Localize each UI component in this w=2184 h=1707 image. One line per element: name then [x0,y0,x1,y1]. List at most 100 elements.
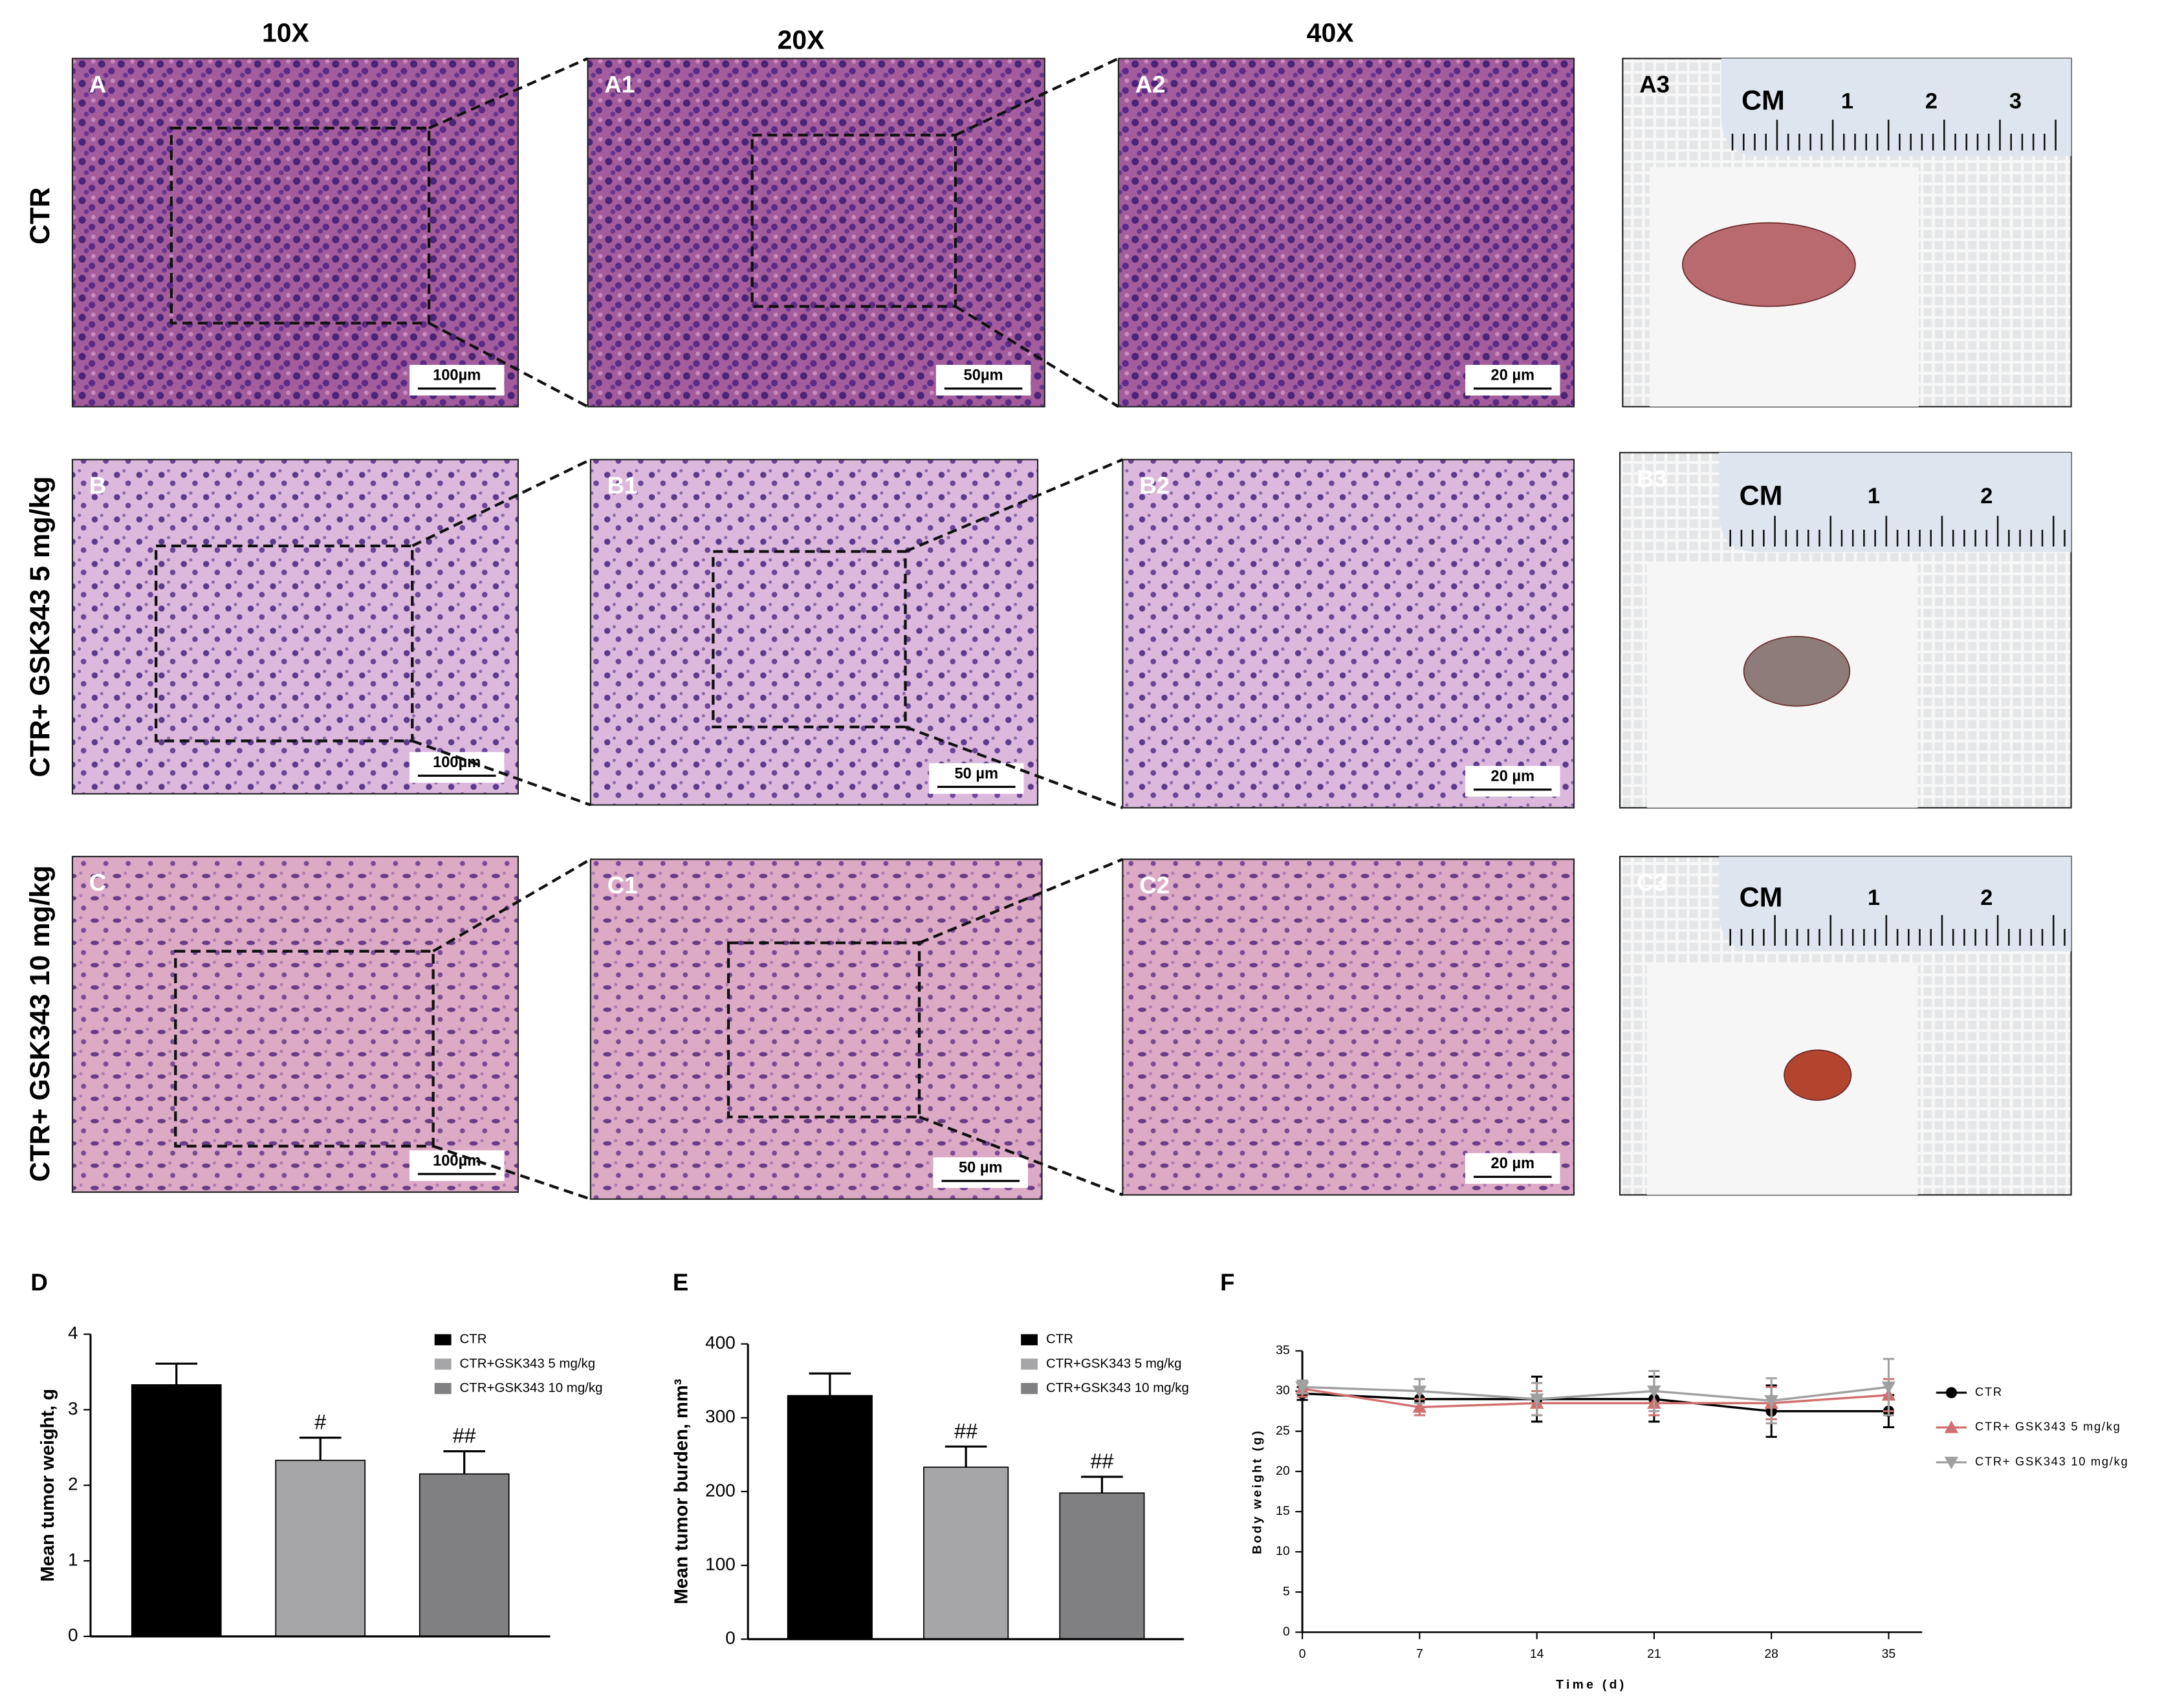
y-tick-label: 3 [68,1398,78,1419]
panel-label: A3 [1639,71,1670,98]
zoom-box [712,550,907,729]
ruler-label: 2 [1980,484,1993,508]
ruler [1719,452,2071,552]
micrograph [1122,858,1575,1196]
zoom-line [411,739,591,807]
scale-bar-box [929,763,1024,794]
scale-bar-box [1465,766,1560,797]
significance-mark: ## [1090,1450,1113,1473]
legend-label: CTR+GSK343 10 mg/kg [460,1380,603,1395]
scale-bar-box [1465,1153,1560,1184]
micrograph [587,58,1045,408]
y-tick-label: 0 [725,1628,736,1648]
row-label: CTR+ GSK343 10 mg/kg [25,865,56,1182]
bar [787,1395,873,1640]
scale-bar-label: 100µm [433,367,481,384]
y-tick-label: 1 [68,1549,78,1569]
y-tick-label: 0 [1283,1624,1290,1638]
y-tick-label: 200 [705,1480,736,1500]
y-tick-label: 10 [1276,1544,1290,1558]
y-tick-label: 25 [1276,1424,1290,1438]
legend-swatch [434,1382,452,1395]
scale-bar-label: 50 µm [954,765,998,782]
zoom-box [726,941,921,1118]
scale-bar-label: 20 µm [1491,367,1534,384]
y-tick-label: 300 [705,1406,736,1426]
legend-label: CTR [1975,1385,2003,1398]
x-tick-label: 28 [1764,1647,1778,1661]
marker [1881,1381,1896,1395]
panel-label: C3 [1637,869,1667,896]
micrograph [1122,459,1575,809]
marker [1529,1393,1544,1406]
legend-swatch [434,1334,452,1345]
x-axis-title: Time (d) [1556,1677,1626,1691]
ruler-label: 1 [1841,89,1853,113]
legend-label: CTR+GSK343 5 mg/kg [1046,1356,1182,1371]
panel-label: C1 [607,872,638,898]
zoom-line [919,858,1124,944]
panel-label: B1 [607,472,638,499]
tumor [1743,636,1851,707]
y-tick-label: 35 [1276,1343,1290,1358]
micrograph [71,856,519,1193]
y-tick-label: 400 [705,1332,736,1353]
panel-label: C2 [1139,872,1170,898]
marker [1412,1400,1427,1413]
y-tick-label: 30 [1276,1384,1290,1398]
legend-swatch [1021,1358,1038,1370]
ruler [1719,856,2071,951]
scale-bar-label: 20 µm [1491,768,1534,785]
zoom-line [919,1115,1124,1197]
panel-label: A [89,71,106,98]
ruler-label: 1 [1868,484,1880,508]
x-tick-label: 21 [1647,1647,1661,1661]
ruler-label: CM [1740,882,1783,913]
y-tick-label: 15 [1276,1504,1290,1518]
micrograph [71,459,519,795]
panel-label: C [89,869,106,896]
bar [1059,1492,1145,1640]
marker [1412,1385,1427,1398]
legend-swatch [434,1358,452,1370]
chart-letter: F [1220,1269,1234,1296]
tumor [1682,222,1856,307]
marker [1945,1387,1958,1398]
ruler-label: 2 [1980,886,1993,910]
zoom-line [428,57,589,130]
ruler-label: CM [1742,85,1785,116]
bar [923,1466,1009,1640]
row-label: CTR+ GSK343 5 mg/kg [25,476,56,777]
panel-label: B3 [1637,465,1667,492]
panel-label: B2 [1139,472,1170,499]
marker [1764,1395,1778,1408]
micrograph [1117,58,1575,408]
card [1646,962,1918,1195]
zoom-line [411,458,591,547]
zoom-line [904,458,1124,553]
ruler-label: 3 [2009,89,2022,113]
y-tick-label: 100 [705,1554,736,1574]
zoom-line [904,725,1124,809]
micrograph [589,459,1039,806]
panel-label: B [89,472,106,499]
ruler [1721,58,2071,157]
significance-mark: ## [453,1424,476,1448]
zoom-line [432,1144,591,1201]
y-tick-label: 0 [68,1625,78,1645]
column-header: 40X [1307,18,1354,48]
series-line [1302,1392,1889,1413]
ruler-label: 2 [1925,89,1938,113]
bar [131,1384,222,1637]
legend-label: CTR+GSK343 10 mg/kg [1046,1380,1189,1395]
chart-letter: E [673,1269,688,1296]
y-tick-label: 2 [68,1474,78,1494]
significance-mark: # [314,1411,326,1434]
scale-bar-box [410,1150,505,1181]
zoom-box [750,133,957,308]
micrograph [589,858,1043,1200]
y-axis-title: Mean tumor weight, g [38,1389,58,1582]
bar [275,1459,366,1637]
y-tick-label: 5 [1283,1584,1290,1598]
